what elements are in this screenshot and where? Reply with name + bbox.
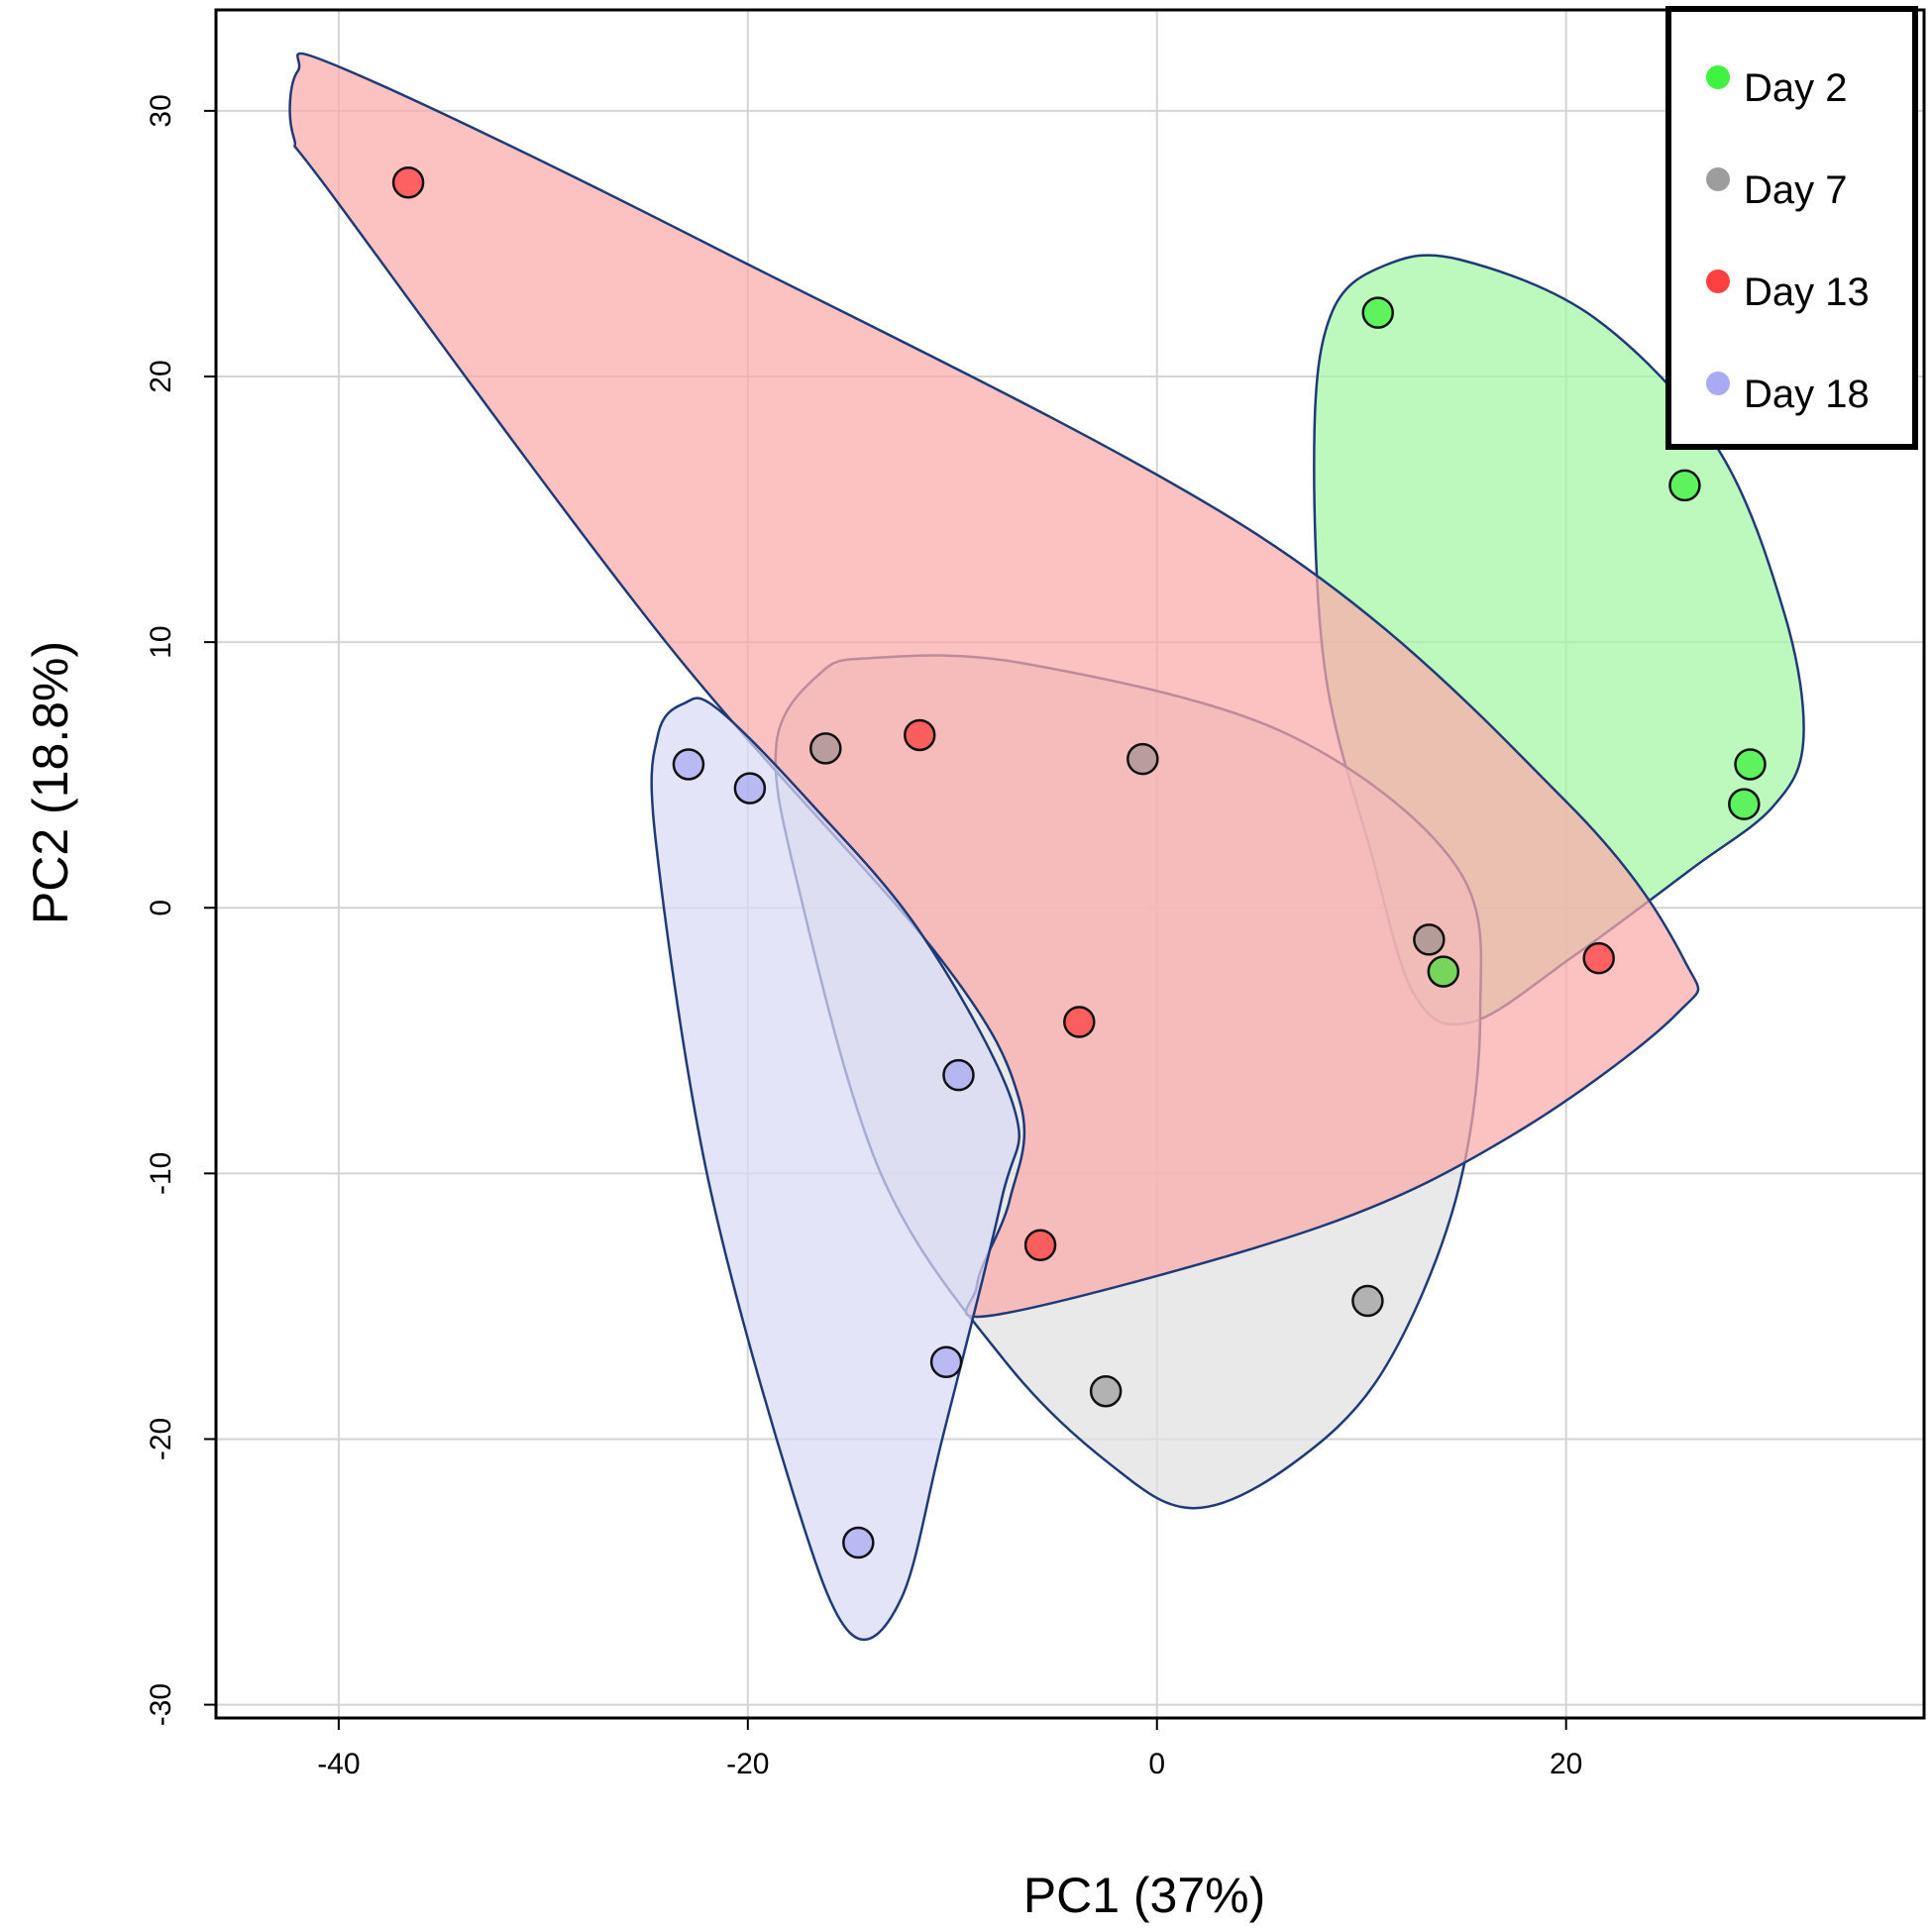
data-points (391, 166, 1767, 1559)
point-day-18 (942, 1058, 975, 1092)
point-day-18 (733, 772, 767, 805)
point-day-7 (809, 732, 842, 765)
legend-label: Day 18 (1744, 373, 1870, 416)
hull-day-13 (288, 52, 1700, 1319)
y-axis-title: PC2 (18.8%) (23, 641, 78, 924)
x-tick-label: -40 (317, 1748, 360, 1780)
point-day-2 (1361, 296, 1394, 329)
hull-day-18 (650, 697, 1020, 1641)
plot-frame (214, 8, 1926, 1720)
legend-box (1665, 6, 1918, 450)
point-day-7 (1127, 742, 1159, 776)
legend-label: Day 2 (1744, 66, 1848, 110)
point-day-13 (903, 718, 936, 752)
y-tick-label: 30 (145, 94, 177, 127)
y-tick-label: 0 (145, 900, 177, 916)
point-day-2 (1734, 748, 1767, 781)
y-tick-label: 10 (145, 625, 177, 658)
point-day-2 (1668, 469, 1701, 502)
x-tick-label: 0 (1148, 1748, 1165, 1780)
point-day-7 (1413, 923, 1446, 956)
point-day-13 (1063, 1006, 1096, 1038)
legend-marker (1706, 372, 1730, 395)
point-day-7 (1351, 1284, 1384, 1318)
point-day-7 (1089, 1374, 1123, 1408)
y-tick-label: -30 (145, 1683, 177, 1726)
point-day-18 (842, 1526, 875, 1559)
point-day-18 (929, 1345, 963, 1378)
y-tick-label: 20 (145, 360, 177, 392)
point-day-18 (672, 748, 705, 781)
legend-label: Day 7 (1744, 168, 1848, 212)
x-tick-label: 20 (1550, 1748, 1582, 1780)
point-day-2 (1728, 788, 1761, 820)
legend: Day 2 Day 7 Day 13 Day 18 (1665, 6, 1918, 450)
x-tick-label: -20 (726, 1748, 769, 1780)
point-day-13 (1023, 1229, 1057, 1261)
x-axis-ticks: -40 -20 0 20 (317, 1718, 1582, 1780)
y-axis-ticks: -30 -20 -10 0 10 20 30 (145, 94, 216, 1726)
legend-marker (1706, 269, 1730, 293)
legend-marker (1706, 65, 1730, 89)
point-day-13 (1582, 941, 1615, 975)
x-axis-title: PC1 (37%) (1023, 1868, 1266, 1923)
hull-polygons (288, 52, 1805, 1641)
legend-marker (1706, 167, 1730, 191)
y-tick-label: -10 (145, 1152, 177, 1195)
y-tick-label: -20 (145, 1418, 177, 1460)
point-day-2 (1427, 955, 1460, 988)
point-day-13 (391, 166, 425, 199)
legend-label: Day 13 (1744, 270, 1870, 314)
